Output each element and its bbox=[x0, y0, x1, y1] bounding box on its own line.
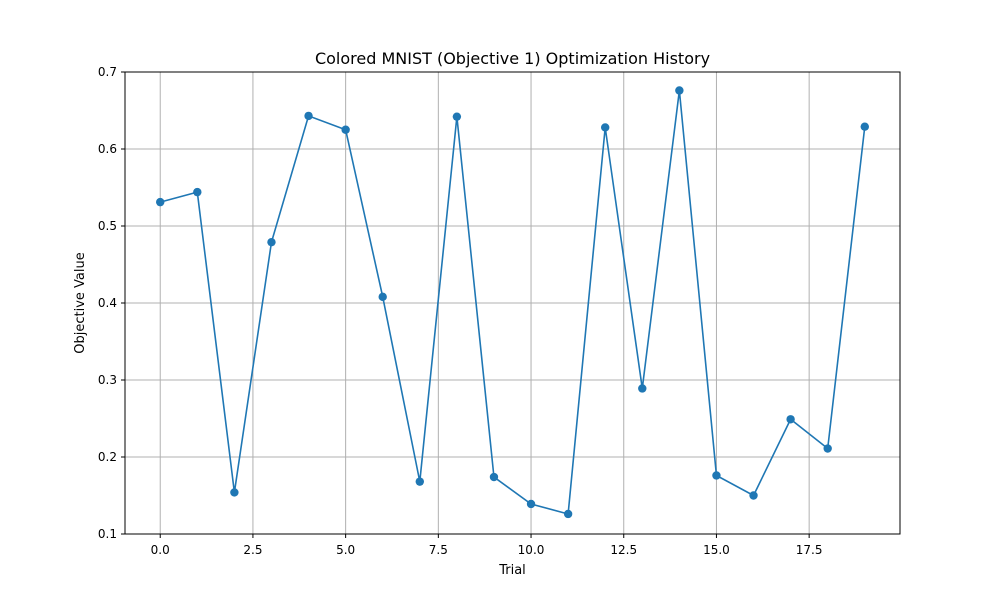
data-point bbox=[749, 491, 758, 500]
x-tick-label: 2.5 bbox=[243, 543, 262, 557]
data-point bbox=[304, 111, 313, 121]
chart-title: Colored MNIST (Objective 1) Optimization… bbox=[315, 49, 710, 68]
x-tick-label: 10.0 bbox=[518, 543, 545, 557]
data-point bbox=[341, 125, 350, 134]
y-tick-label: 0.4 bbox=[98, 296, 117, 310]
x-tick-label: 0.0 bbox=[151, 543, 170, 557]
x-tick-label: 15.0 bbox=[703, 543, 730, 557]
x-tick-label: 5.0 bbox=[336, 543, 355, 557]
x-tick-label: 17.5 bbox=[796, 543, 823, 557]
data-point bbox=[860, 122, 869, 131]
grid bbox=[125, 71, 900, 535]
data-point bbox=[415, 477, 424, 486]
y-tick-label: 0.3 bbox=[98, 373, 117, 387]
data-point bbox=[230, 488, 239, 497]
data-point bbox=[601, 123, 610, 132]
ticks: 0.0 2.5 5.0 7.5 10.0 12.5 15.0 17.5 0.1 0.2 0.3 0.4… bbox=[98, 65, 823, 557]
data-point bbox=[786, 415, 795, 424]
y-tick-label: 0.7 bbox=[98, 65, 117, 79]
y-axis-label: Objective Value bbox=[73, 252, 88, 353]
y-tick-label: 0.1 bbox=[98, 527, 117, 541]
series-line bbox=[160, 90, 866, 515]
data-point bbox=[193, 187, 202, 197]
data-point bbox=[638, 384, 647, 393]
series-layer bbox=[156, 86, 869, 519]
data-point bbox=[156, 197, 165, 207]
data-point bbox=[489, 472, 499, 482]
y-tick-label: 0.5 bbox=[98, 219, 117, 233]
data-point bbox=[526, 499, 536, 509]
data-point bbox=[712, 471, 721, 480]
data-point bbox=[675, 86, 684, 95]
y-tick-label: 0.6 bbox=[98, 142, 117, 156]
y-tick-label: 0.2 bbox=[98, 450, 117, 464]
x-tick-label: 7.5 bbox=[429, 543, 448, 557]
data-point bbox=[823, 444, 832, 453]
data-point bbox=[452, 112, 462, 121]
data-point bbox=[378, 292, 387, 302]
x-axis-label: Trial bbox=[498, 563, 526, 578]
x-tick-label: 12.5 bbox=[610, 543, 637, 557]
data-point bbox=[563, 509, 573, 519]
data-point bbox=[267, 237, 276, 247]
